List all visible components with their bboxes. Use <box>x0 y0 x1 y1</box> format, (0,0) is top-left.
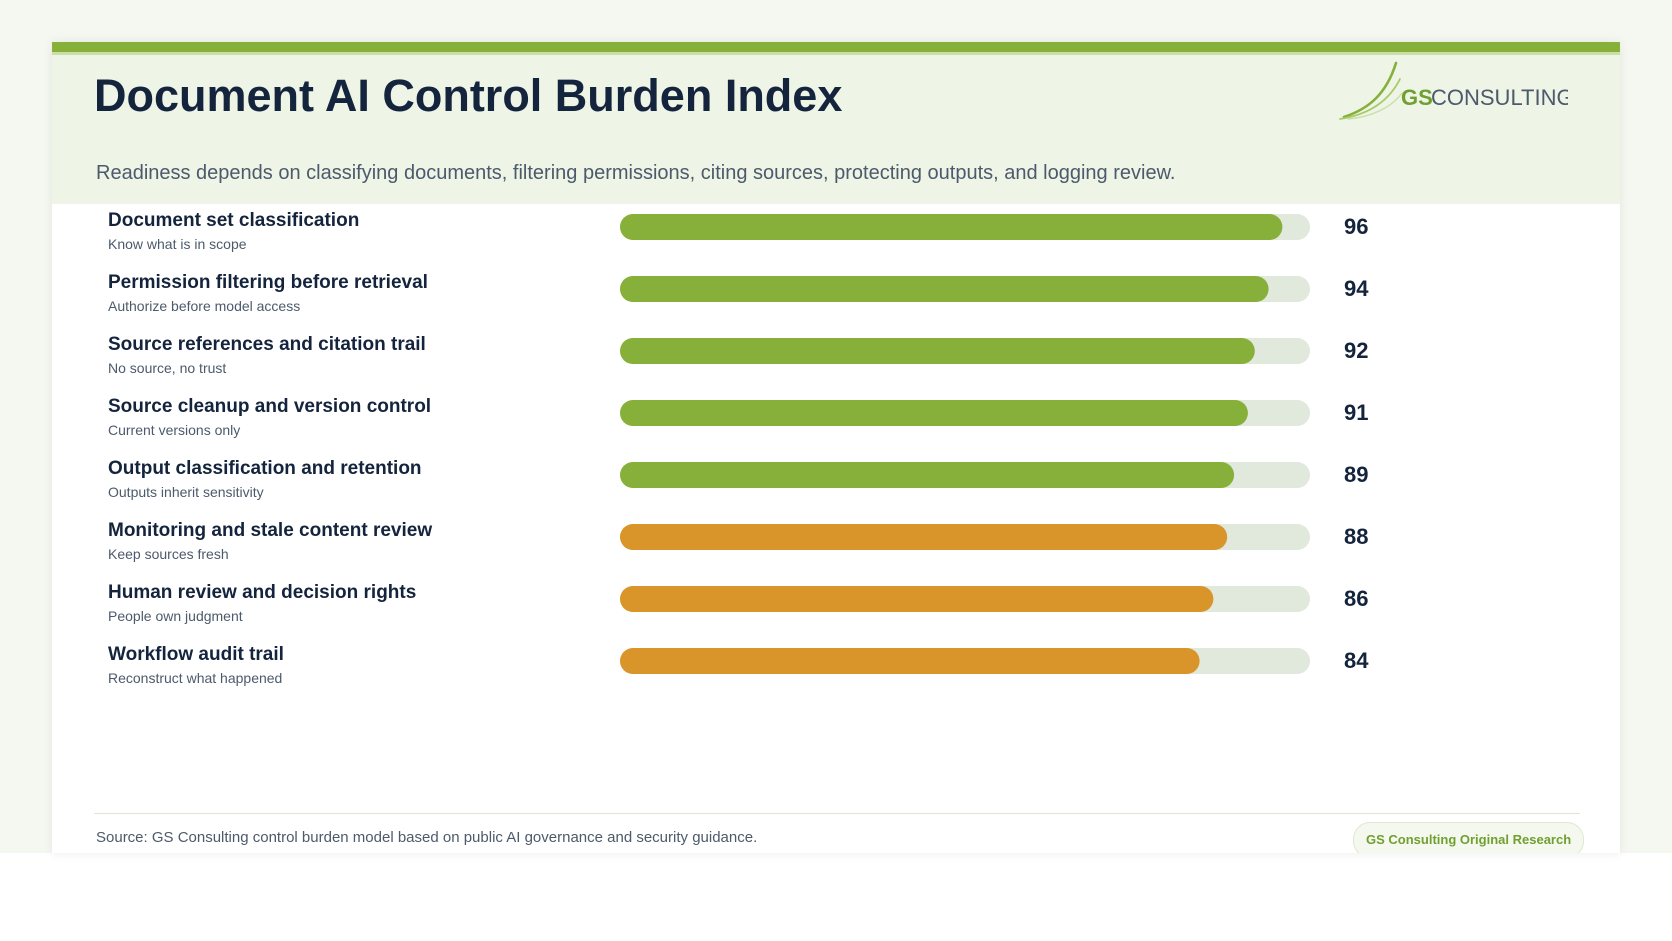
bar-label: Source references and citation trail <box>108 334 426 355</box>
bar <box>620 586 1214 612</box>
bar-label: Workflow audit trail <box>108 644 284 665</box>
bar-value-label: 94 <box>1344 276 1369 301</box>
source-note: Source: GS Consulting control burden mod… <box>96 829 758 846</box>
bar-description: Reconstruct what happened <box>108 670 282 686</box>
bar-label: Permission filtering before retrieval <box>108 272 428 293</box>
bar-description: Keep sources fresh <box>108 546 229 562</box>
bar-label: Human review and decision rights <box>108 582 416 603</box>
bar-description: No source, no trust <box>108 360 226 376</box>
page-subtitle: Readiness depends on classifying documen… <box>96 162 1176 184</box>
bar-value-label: 86 <box>1344 586 1368 611</box>
footer-divider <box>94 813 1580 814</box>
bar-chart: Document set classification Know what is … <box>108 210 1369 686</box>
bar <box>620 276 1269 302</box>
bar-label: Source cleanup and version control <box>108 396 431 417</box>
bar-description: Outputs inherit sensitivity <box>108 484 264 500</box>
bar <box>620 462 1235 488</box>
logo-gs-text: GS <box>1401 85 1433 110</box>
bar-label: Document set classification <box>108 210 359 231</box>
bar-description: Current versions only <box>108 422 240 438</box>
bar <box>620 524 1228 550</box>
gs-consulting-logo: GS CONSULTING <box>1339 61 1568 120</box>
bar-description: Authorize before model access <box>108 298 300 314</box>
report-card: Document AI Control Burden Index Readine… <box>52 42 1620 853</box>
bar-value-label: 88 <box>1344 524 1368 549</box>
bar-value-label: 89 <box>1344 462 1368 487</box>
bar-label: Monitoring and stale content review <box>108 520 432 541</box>
top-accent-bar <box>52 42 1620 52</box>
top-accent-line <box>52 52 1620 55</box>
bar-label: Output classification and retention <box>108 458 422 479</box>
header: Document AI Control Burden Index Readine… <box>52 55 1620 204</box>
bar-value-label: 96 <box>1344 214 1368 239</box>
page-title: Document AI Control Burden Index <box>94 70 843 121</box>
logo-consulting-text: CONSULTING <box>1431 85 1568 110</box>
bar <box>620 400 1248 426</box>
original-research-badge: GS Consulting Original Research <box>1353 822 1585 853</box>
bar-description: Know what is in scope <box>108 236 247 252</box>
bar <box>620 648 1200 674</box>
bar-description: People own judgment <box>108 608 243 624</box>
bar-value-label: 92 <box>1344 338 1368 363</box>
bar <box>620 214 1283 240</box>
bar <box>620 338 1255 364</box>
bar-value-label: 84 <box>1344 648 1369 673</box>
bar-value-label: 91 <box>1344 400 1368 425</box>
